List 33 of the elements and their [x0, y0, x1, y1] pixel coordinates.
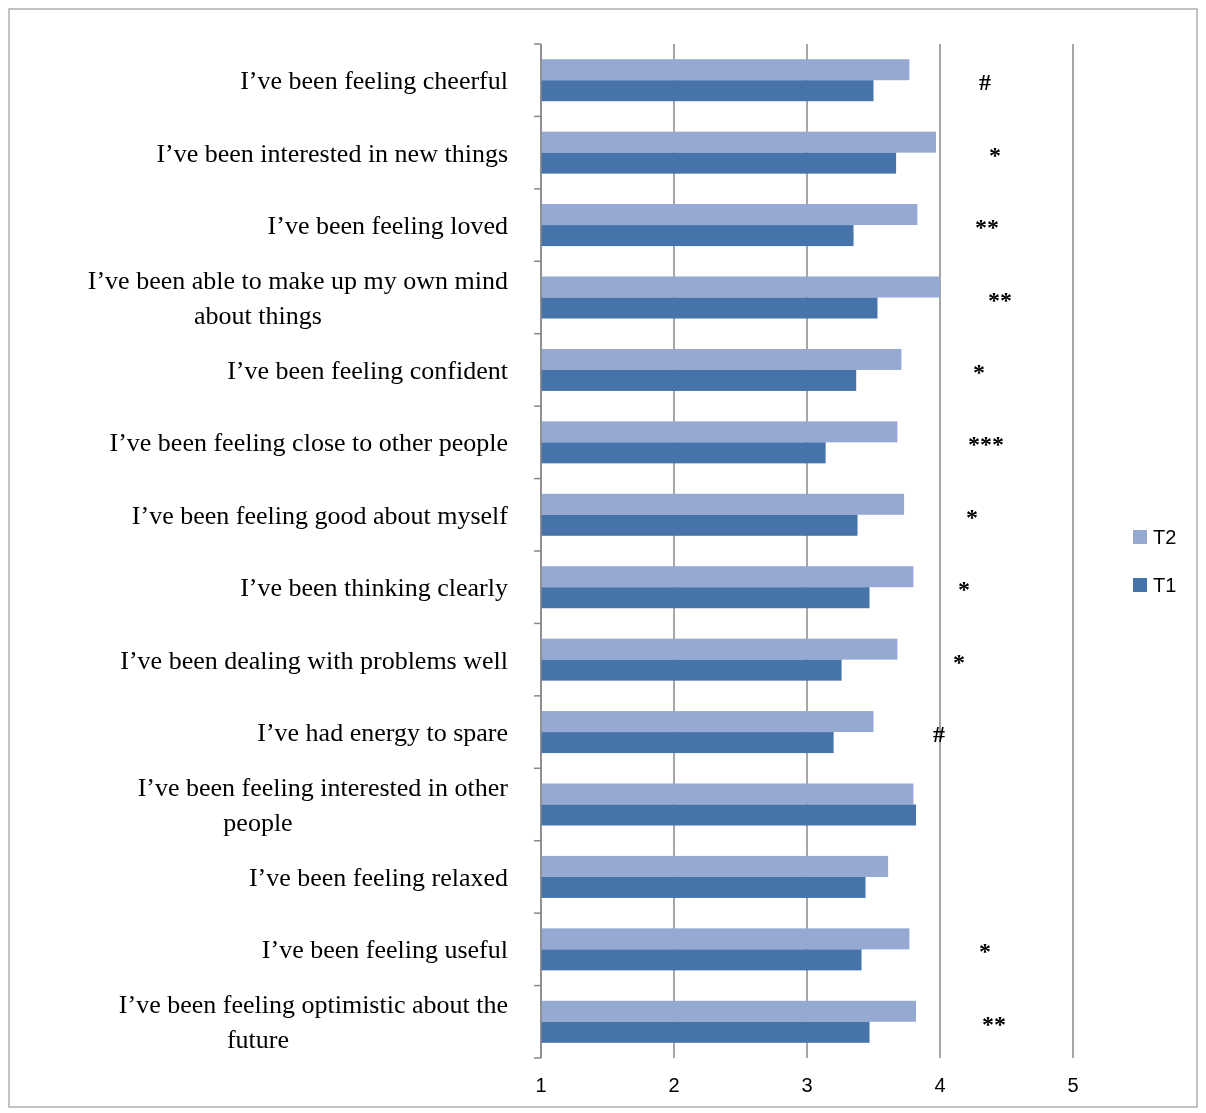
y-tick-label: I’ve been feeling close to other people — [109, 428, 508, 458]
annotation: * — [953, 648, 965, 675]
annotation: # — [979, 69, 991, 96]
annotation: * — [958, 576, 970, 603]
y-tick-label: I’ve had energy to spare — [257, 718, 508, 748]
y-tick-label: I’ve been feeling interested in other people — [137, 773, 509, 837]
y-tick-label: I’ve been feeling relaxed — [248, 862, 508, 892]
y-tick-label: I’ve been feeling cheerful — [240, 66, 508, 96]
annotation: * — [973, 358, 985, 385]
annotation: *** — [968, 431, 1004, 458]
y-tick-label: I’ve been feeling optimistic about the future — [118, 990, 508, 1055]
y-tick-label: I’ve been feeling loved — [267, 211, 508, 241]
x-tick-label: 1 — [535, 1074, 547, 1096]
annotation: * — [966, 503, 978, 530]
x-tick-label: 5 — [1067, 1074, 1079, 1096]
x-tick-label: 2 — [668, 1074, 680, 1096]
legend-label: T1 — [1153, 574, 1177, 596]
x-tick-label: 3 — [801, 1074, 813, 1096]
y-tick-label: I’ve been able to make up my own mind about things — [87, 266, 508, 330]
x-tick-label: 4 — [934, 1074, 946, 1096]
annotation: # — [933, 721, 945, 748]
annotation: * — [989, 141, 1001, 168]
y-tick-label: I’ve been interested in new things — [156, 138, 508, 168]
annotation: ** — [982, 1010, 1006, 1037]
y-tick-label: I’ve been thinking clearly — [240, 573, 508, 603]
y-tick-label: I’ve been feeling good about myself — [131, 500, 509, 530]
y-tick-label: I’ve been feeling confident — [227, 355, 509, 385]
annotation: * — [979, 938, 991, 965]
y-tick-label: I’ve been dealing with problems well — [120, 645, 508, 675]
legend-label: T2 — [1153, 526, 1177, 548]
annotation: ** — [975, 214, 999, 241]
y-tick-label: I’ve been feeling useful — [261, 935, 508, 965]
annotation: ** — [988, 286, 1012, 313]
